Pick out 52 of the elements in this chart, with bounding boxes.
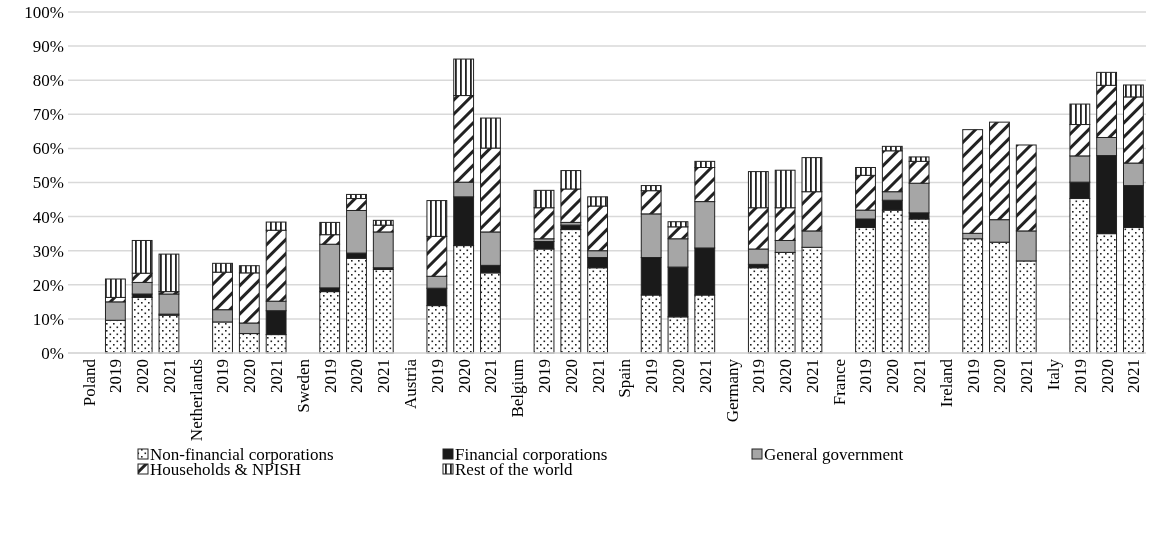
x-tick-label: Netherlands	[186, 359, 206, 442]
x-tick-label: 2021	[374, 359, 394, 393]
x-tick-label: 2020	[347, 359, 367, 393]
x-tick-label: France	[829, 359, 849, 406]
x-tick-label: 2019	[642, 359, 662, 393]
x-tick-label: Italy	[1043, 358, 1063, 391]
x-tick-label: 2020	[776, 359, 796, 393]
x-tick-label: 2019	[856, 359, 876, 393]
x-tick-label: 2019	[963, 359, 983, 393]
x-tick-label: 2019	[427, 359, 447, 393]
x-tick-label: 2019	[534, 359, 554, 393]
x-tick-label: 2020	[883, 359, 903, 393]
x-tick-label: 2021	[267, 359, 287, 393]
x-tick-label: 2020	[1097, 359, 1117, 393]
x-tick-label: 2019	[749, 359, 769, 393]
x-tick-label: 2019	[106, 359, 126, 393]
x-tick-label: Germany	[722, 358, 742, 423]
x-tick-label: 2021	[481, 359, 501, 393]
legend-label: General government	[764, 444, 904, 464]
x-tick-label: 2019	[1070, 359, 1090, 393]
y-tick-label: 10%	[32, 309, 64, 329]
y-tick-label: 40%	[32, 207, 64, 227]
x-tick-label: 2019	[320, 359, 340, 393]
x-tick-label: 2021	[802, 359, 822, 393]
x-tick-label: 2021	[1124, 359, 1144, 393]
y-tick-label: 70%	[32, 105, 64, 125]
y-tick-label: 80%	[32, 71, 64, 91]
x-tick-label: 2021	[910, 359, 930, 393]
y-tick-label: 0%	[41, 343, 64, 363]
x-tick-label: 2021	[1017, 359, 1037, 393]
x-tick-label: 2020	[133, 359, 153, 393]
x-tick-label: 2020	[668, 359, 688, 393]
x-tick-label: 2019	[213, 359, 233, 393]
x-tick-label: Belgium	[508, 359, 528, 418]
y-tick-label: 50%	[32, 173, 64, 193]
x-tick-label: 2020	[561, 359, 581, 393]
x-tick-label: 2020	[454, 359, 474, 393]
x-tick-label: 2020	[990, 359, 1010, 393]
x-tick-label: Sweden	[293, 358, 313, 413]
x-tick-label: Austria	[401, 358, 421, 410]
y-tick-label: 20%	[32, 275, 64, 295]
y-tick-label: 100%	[24, 2, 64, 22]
x-tick-label: Spain	[615, 358, 635, 398]
y-tick-label: 60%	[32, 139, 64, 159]
x-tick-label: 2021	[159, 359, 179, 393]
x-tick-label: Poland	[79, 358, 99, 407]
y-tick-label: 30%	[32, 241, 64, 261]
x-tick-label: Ireland	[936, 358, 956, 408]
x-tick-label: 2021	[695, 359, 715, 393]
x-tick-label: 2021	[588, 359, 608, 393]
x-tick-label: 2020	[240, 359, 260, 393]
y-tick-label: 90%	[32, 37, 64, 57]
